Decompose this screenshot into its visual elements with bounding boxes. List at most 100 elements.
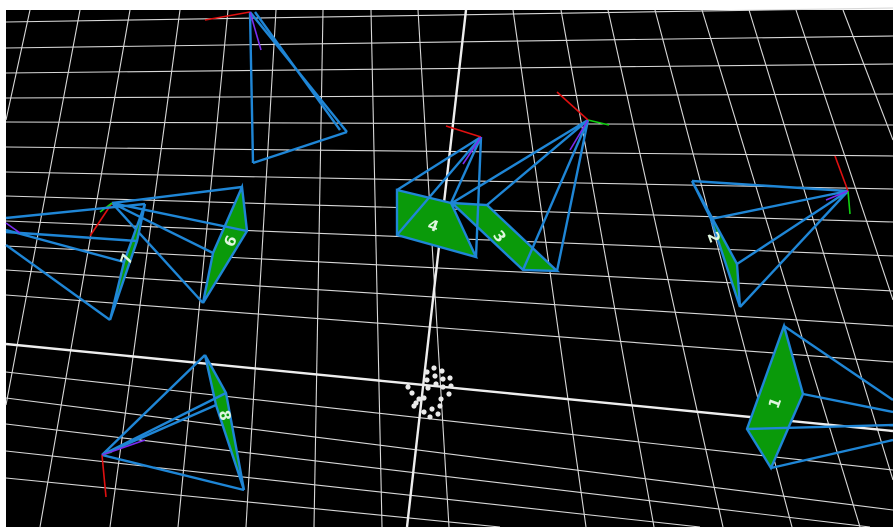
axis-x bbox=[101, 454, 107, 498]
hand-keypoint bbox=[440, 384, 446, 390]
grid-line bbox=[5, 35, 893, 49]
frustum-edge bbox=[739, 190, 849, 308]
grid-line bbox=[5, 269, 893, 327]
grid-line bbox=[795, 9, 893, 301]
camera-1[interactable]: 1 bbox=[745, 322, 893, 471]
frustum-edge bbox=[396, 135, 482, 192]
hand-keypoint bbox=[411, 403, 417, 409]
hand-keypoint bbox=[447, 375, 453, 381]
grid-line bbox=[39, 9, 131, 527]
frustum-edge bbox=[449, 136, 483, 204]
frustum-edge bbox=[451, 118, 589, 205]
hand-keypoint bbox=[405, 384, 411, 390]
frustum-edge bbox=[770, 438, 893, 470]
axis-z bbox=[462, 136, 482, 165]
hand-keypoint bbox=[446, 391, 452, 397]
axis-z bbox=[825, 190, 849, 201]
frustum-edge bbox=[111, 185, 243, 205]
hand-keypoint bbox=[432, 373, 438, 379]
camera-2[interactable]: 2 bbox=[690, 155, 851, 308]
axis-x bbox=[204, 11, 251, 21]
camera-8[interactable]: 8 bbox=[101, 354, 246, 498]
frustum-edge bbox=[802, 392, 893, 414]
grid-line bbox=[5, 63, 893, 74]
hand-keypoint bbox=[416, 396, 422, 402]
hand-keypoint bbox=[429, 406, 435, 412]
grid-line bbox=[5, 477, 501, 527]
frustum-edge bbox=[783, 325, 893, 401]
camera-frustum-icon bbox=[101, 354, 246, 498]
axis-y bbox=[847, 190, 851, 215]
frustum-edge bbox=[5, 228, 125, 264]
grid-line bbox=[417, 9, 450, 527]
hand-keypoint bbox=[421, 395, 427, 401]
frustum-edge bbox=[248, 11, 255, 164]
hand-keypoint bbox=[435, 411, 441, 417]
grid-line bbox=[177, 9, 229, 527]
hand-keypoint bbox=[427, 414, 433, 420]
frustum-edge bbox=[5, 230, 138, 243]
grid-line bbox=[245, 9, 277, 527]
axis-y bbox=[587, 119, 610, 126]
frustum-edge bbox=[396, 136, 482, 236]
grid-line bbox=[842, 9, 893, 141]
hand-keypoints-icon bbox=[405, 365, 454, 420]
grid-line bbox=[5, 9, 81, 406]
grid-line bbox=[607, 9, 724, 527]
axis-x bbox=[834, 155, 849, 192]
axis-z bbox=[569, 119, 589, 151]
frustum-edge bbox=[101, 453, 245, 492]
hand-keypoint bbox=[439, 368, 445, 374]
camera-frustum-icon bbox=[89, 182, 249, 304]
axis-z bbox=[101, 439, 146, 456]
camera-frustum-icon bbox=[5, 202, 147, 321]
camera-frustum-icon bbox=[745, 322, 893, 471]
camera-4[interactable]: 4 bbox=[395, 125, 483, 259]
grid-line bbox=[313, 9, 324, 527]
frustum-edge bbox=[521, 119, 590, 271]
frustum-edge bbox=[111, 202, 204, 304]
camera-5[interactable] bbox=[204, 11, 348, 165]
grid-line bbox=[5, 397, 893, 511]
frustum-edge bbox=[101, 403, 217, 457]
frustum-edge bbox=[691, 179, 849, 193]
grid-line bbox=[5, 121, 893, 126]
hand-keypoint bbox=[424, 377, 430, 383]
camera-frustum-icon bbox=[395, 125, 483, 259]
camera-7[interactable]: 7 bbox=[5, 202, 147, 321]
frustum-edge bbox=[111, 201, 248, 233]
hand-keypoint bbox=[425, 385, 431, 391]
frustum-edge bbox=[486, 119, 589, 206]
axis-z bbox=[5, 222, 21, 234]
frustum-edge bbox=[101, 354, 206, 456]
frustum-edge bbox=[736, 189, 849, 266]
hand-keypoint bbox=[438, 396, 444, 402]
frustum-edge bbox=[252, 130, 348, 165]
frustum-edge bbox=[555, 119, 590, 272]
hand-keypoint bbox=[433, 381, 439, 387]
hand-keypoint bbox=[448, 383, 454, 389]
frustum-edge bbox=[5, 244, 111, 321]
camera-frustum-icon bbox=[690, 155, 851, 308]
hand-keypoint bbox=[421, 409, 427, 415]
grid-line bbox=[109, 9, 181, 527]
hand-keypoint bbox=[440, 376, 446, 382]
frustum-edge bbox=[746, 423, 893, 431]
grid-line bbox=[560, 9, 655, 527]
grid-line bbox=[5, 7, 893, 23]
hand-keypoint bbox=[431, 365, 437, 371]
axis-x bbox=[556, 91, 589, 121]
camera-label: 8 bbox=[215, 409, 235, 422]
frustum-edge bbox=[254, 11, 341, 131]
camera-frustum-icon bbox=[204, 11, 348, 165]
frustum-edge bbox=[710, 189, 849, 221]
grid-line bbox=[701, 9, 861, 527]
grid-line bbox=[5, 171, 893, 190]
frustum-edge bbox=[5, 202, 146, 220]
grid-line bbox=[748, 9, 893, 481]
grid-line bbox=[5, 93, 893, 99]
camera-6[interactable]: 6 bbox=[89, 182, 249, 304]
axis-z bbox=[249, 11, 262, 51]
